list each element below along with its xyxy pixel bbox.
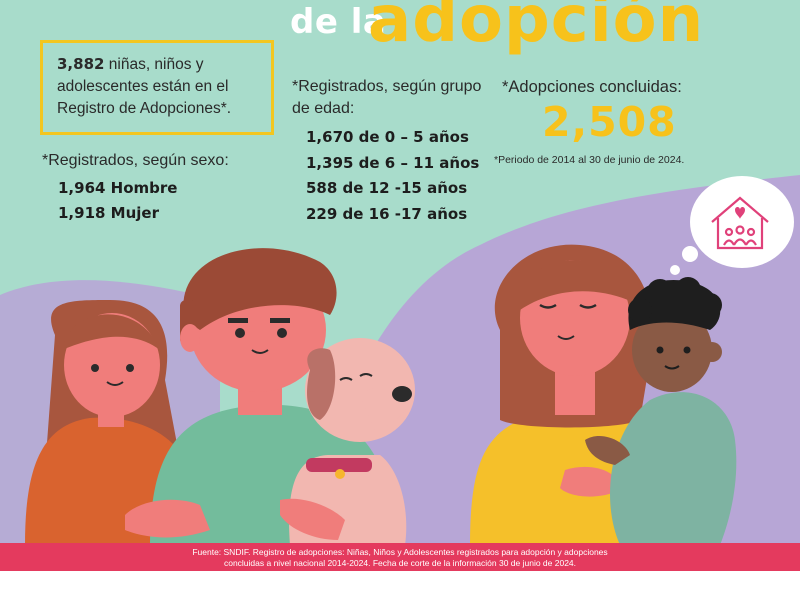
house-family-icon (711, 196, 769, 250)
adoptions-number: 2,508 (542, 98, 677, 146)
footer-line-2: concluidas a nivel nacional 2014-2024. F… (223, 557, 577, 568)
thought-bubble (690, 176, 794, 268)
title-big: adopción (368, 0, 705, 57)
age-heading: *Registrados, según grupo de edad: (292, 78, 482, 117)
sex-item-male: 1,964 Hombre (58, 179, 178, 197)
sex-list: 1,964 Hombre 1,918 Mujer (58, 176, 177, 226)
age-list: 1,670 de 0 – 5 años 1,395 de 6 – 11 años… (306, 125, 479, 227)
adoptions-period-note: *Periodo de 2014 al 30 de junio de 2024. (494, 154, 685, 166)
thought-bubble-small (670, 265, 680, 275)
sex-item-female: 1,918 Mujer (58, 204, 159, 222)
sex-heading: *Registrados, según sexo: (42, 152, 229, 169)
thought-bubble-medium (682, 246, 698, 262)
total-registered-number: 3,882 (57, 55, 105, 73)
footer-line-1: Fuente: SNDIF. Registro de adopciones: N… (192, 547, 608, 557)
age-item: 1,670 de 0 – 5 años (306, 128, 469, 146)
bottom-strip (0, 571, 800, 600)
age-item: 1,395 de 6 – 11 años (306, 153, 480, 172)
baby-figure (585, 277, 737, 545)
dog-figure (280, 338, 415, 545)
source-footer: Fuente: SNDIF. Registro de adopciones: N… (0, 543, 800, 571)
title: de la adopción (290, 0, 790, 60)
total-registered-text: niñas, niños y adolescentes están en el … (57, 56, 232, 117)
title-small: de la (290, 2, 387, 42)
total-registered-box: 3,882 niñas, niños y adolescentes están … (40, 40, 274, 135)
age-item: 229 de 16 -17 años (306, 204, 468, 223)
age-item: 588 de 12 -15 años (306, 179, 468, 197)
adoptions-heading: *Adopciones concluidas: (502, 78, 682, 96)
